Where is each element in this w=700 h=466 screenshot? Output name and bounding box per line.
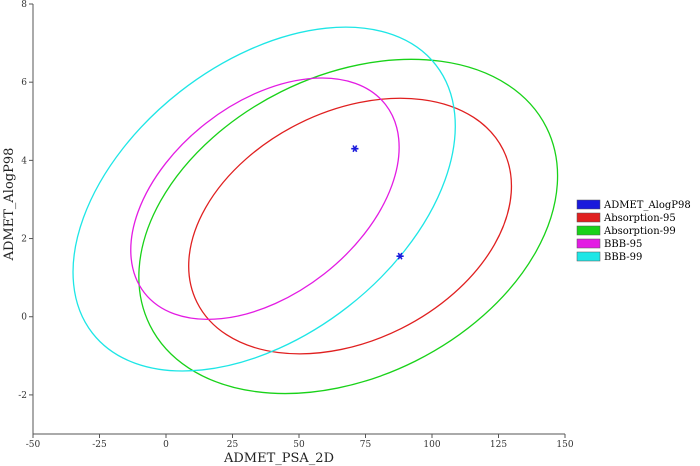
legend-swatch [576, 251, 601, 262]
y-tick-label: 6 [21, 78, 27, 88]
legend-label: ADMET_AlogP98 [603, 200, 691, 211]
ellipse-absorption-99 [138, 58, 559, 395]
x-tick-label: -50 [26, 440, 41, 450]
legend-swatch [576, 199, 601, 210]
x-tick-label: 150 [556, 440, 573, 450]
legend-label: Absorption-99 [603, 226, 676, 237]
y-tick-label: 8 [21, 0, 27, 10]
legend: ADMET_AlogP98 Absorption-95 Absorption-99 B… [576, 199, 691, 263]
ellipse-bbb-95 [130, 77, 400, 320]
ellipse-absorption-95 [188, 97, 513, 355]
y-axis-title: ADMET_AlogP98 [2, 148, 17, 262]
x-tick-label: 75 [360, 440, 372, 450]
x-tick-label: 50 [293, 440, 305, 450]
data-point-star [351, 145, 359, 153]
x-tick-label: 0 [163, 440, 169, 450]
legend-swatch [576, 238, 601, 249]
plot-area [72, 26, 559, 395]
axes: ADMET_AlogP98 ADMET_PSA_2D -50 -25 0 25 50 75… [2, 0, 574, 466]
legend-label: BBB-95 [604, 239, 642, 250]
legend-swatch [576, 212, 601, 223]
data-point-star [396, 252, 404, 260]
x-tick-label: 125 [490, 440, 507, 450]
x-tick-label: -25 [92, 440, 107, 450]
x-axis-title: ADMET_PSA_2D [223, 451, 334, 466]
y-tick-label: 2 [21, 235, 27, 245]
x-tick-label: 25 [227, 440, 239, 450]
y-tick-label: -2 [18, 391, 27, 401]
y-tick-label: 0 [21, 313, 27, 323]
legend-swatch [576, 225, 601, 236]
y-tick-label: 4 [21, 156, 27, 166]
x-tick-label: 100 [423, 440, 440, 450]
legend-label: BBB-99 [604, 252, 642, 263]
legend-label: Absorption-95 [603, 213, 676, 224]
ellipse-bbb-99 [72, 26, 456, 372]
